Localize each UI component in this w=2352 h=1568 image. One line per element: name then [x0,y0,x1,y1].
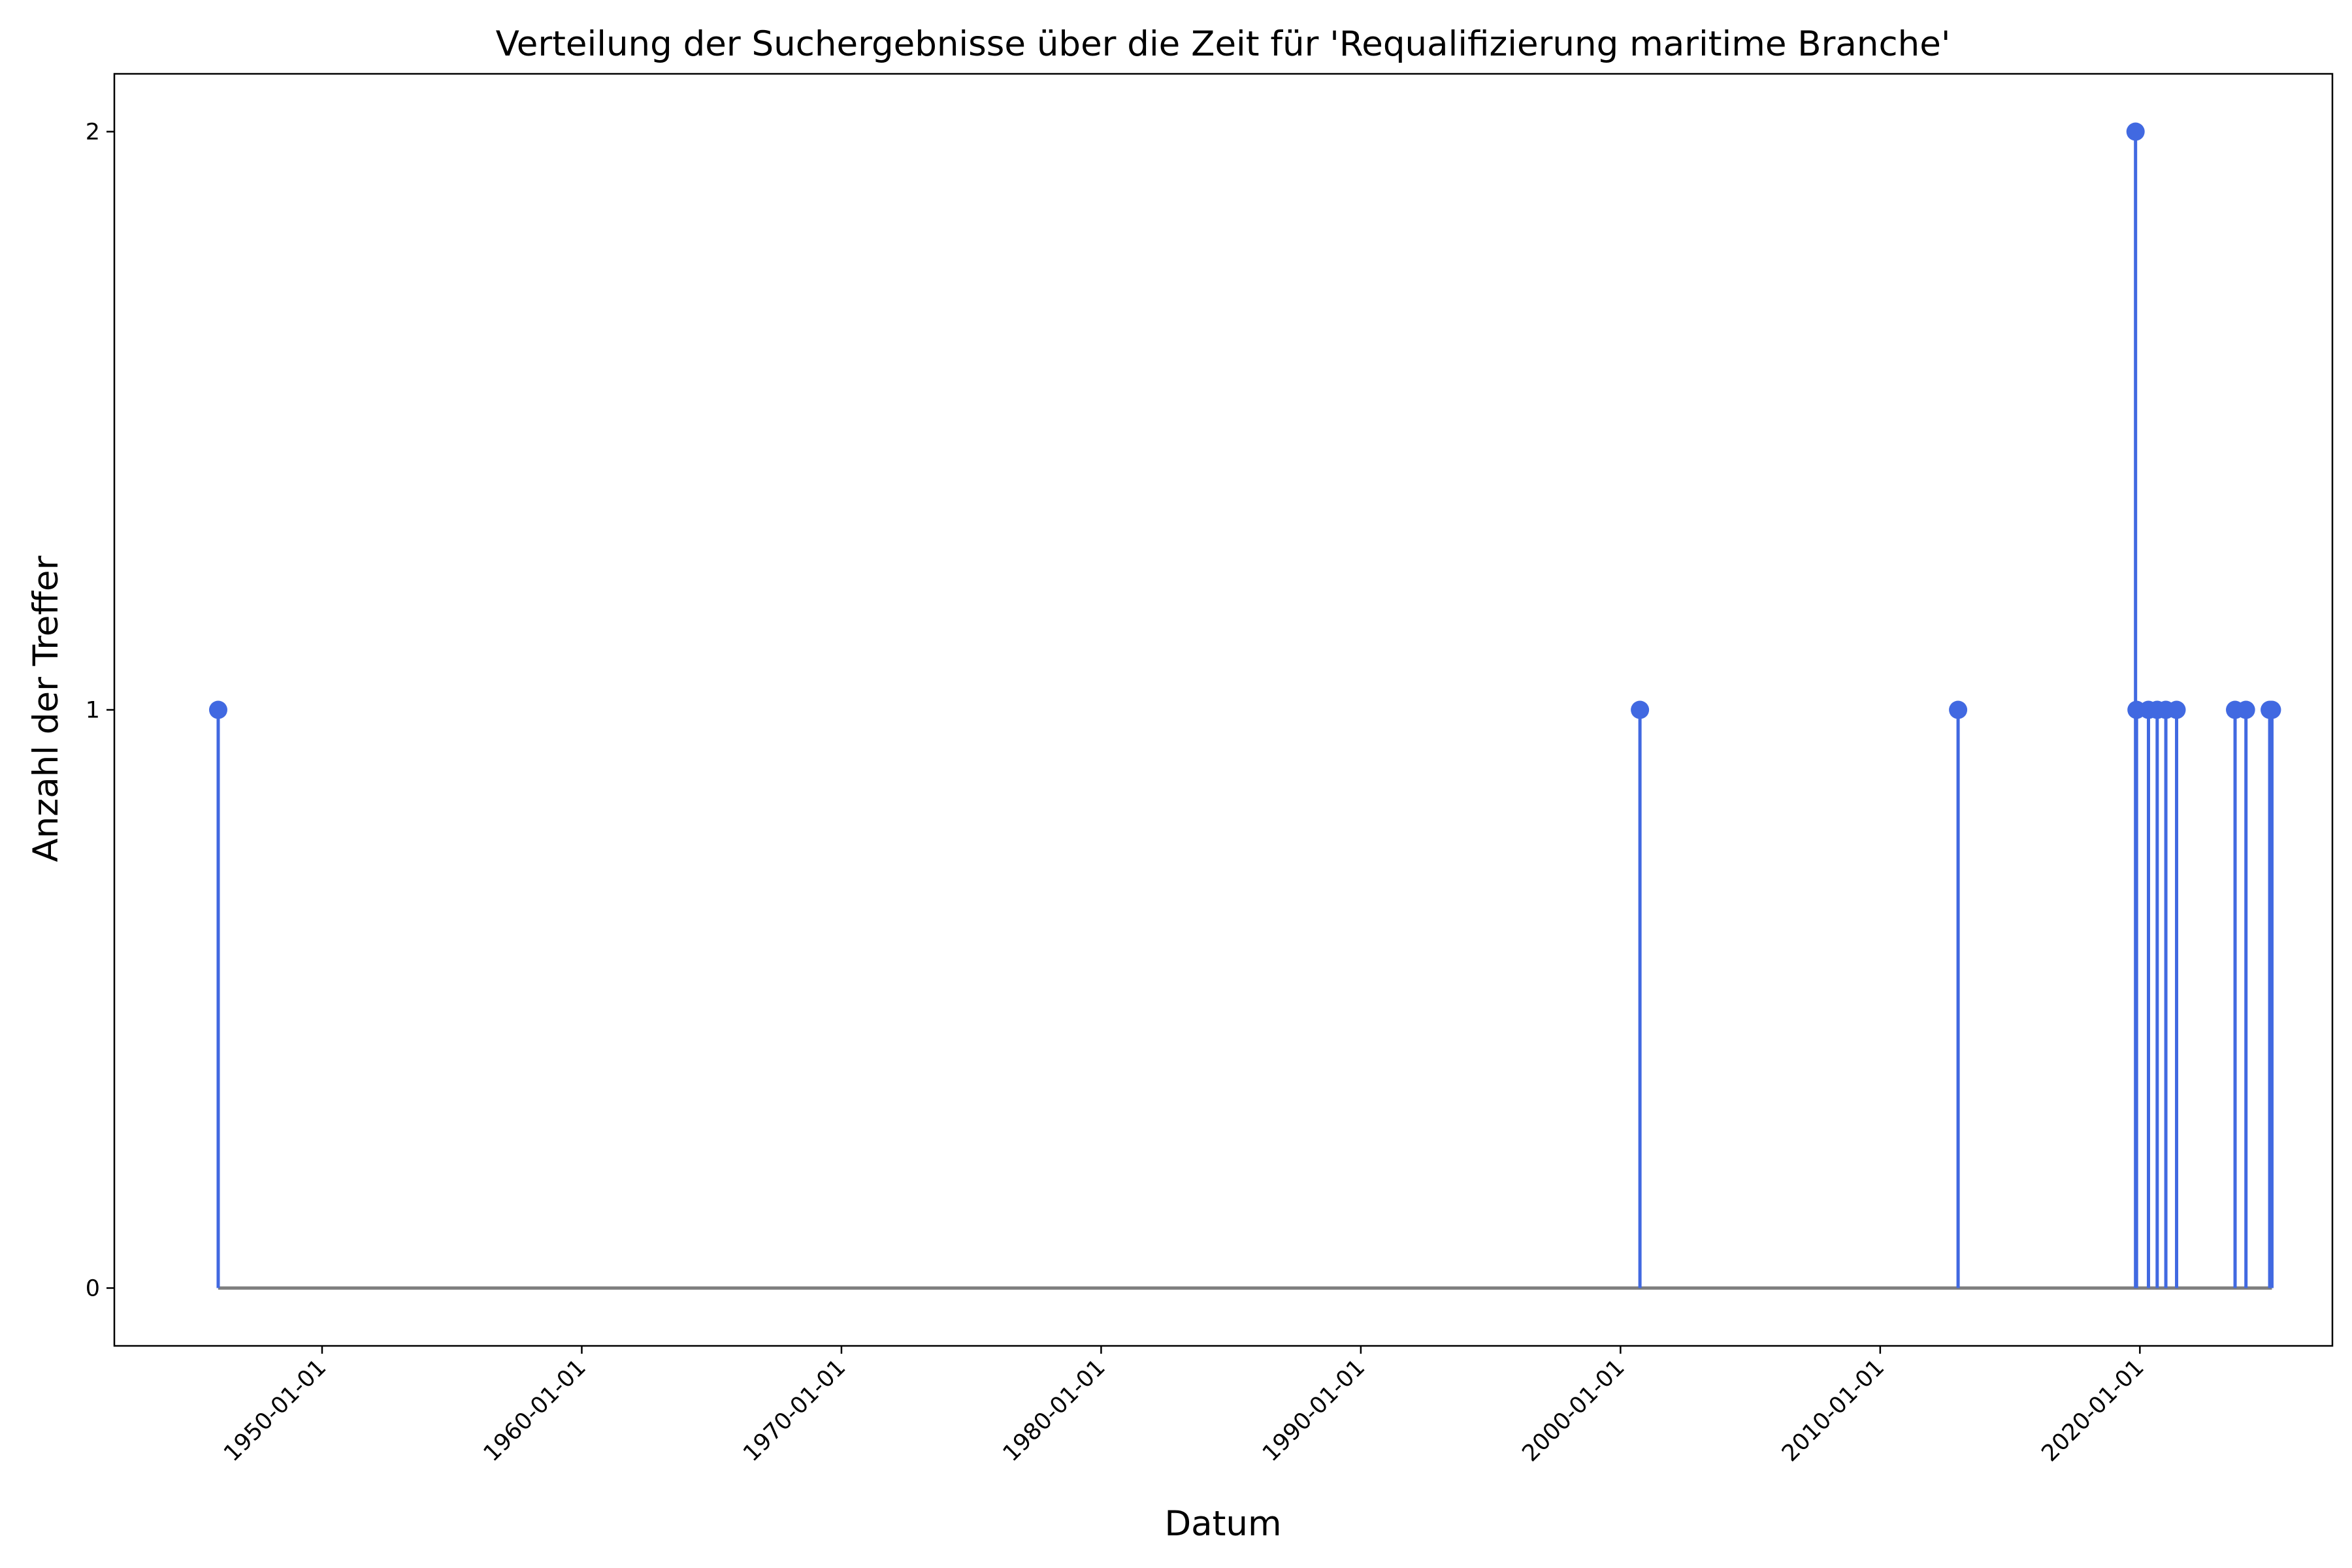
y-tick-label: 0 [86,1276,100,1302]
x-axis-label: Datum [1164,1504,1281,1544]
stem-marker [2236,700,2255,719]
stem-marker [1631,700,1650,719]
stem-marker [208,700,227,719]
y-axis-label: Anzahl der Treffer [26,555,66,862]
y-tick-label: 2 [86,120,100,146]
stem-marker [2262,700,2281,719]
stem-marker [2167,700,2186,719]
stem-marker [2126,122,2145,141]
stem-marker [1949,700,1968,719]
y-tick-label: 1 [86,698,100,724]
chart-title: Verteilung der Suchergebnisse über die Z… [496,24,1951,64]
